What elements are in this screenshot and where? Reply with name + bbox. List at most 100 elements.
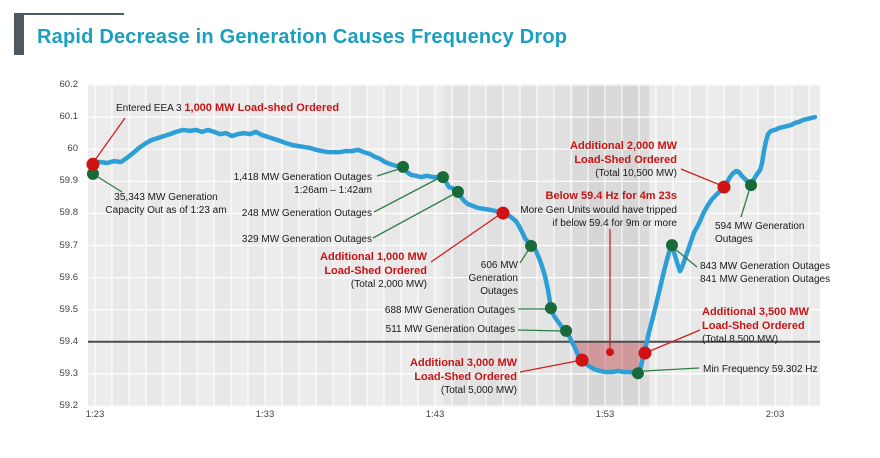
green-leader-line [517, 329, 563, 332]
load-shed-marker [638, 346, 652, 360]
annotation-line: Outages [480, 286, 518, 297]
load-shed-marker [496, 206, 510, 220]
green-leader-line [674, 248, 698, 268]
load-shed-marker [605, 348, 614, 357]
annotation-line: 1:26am – 1:42am [294, 185, 372, 196]
annotation-line: 688 MW Generation Outages [384, 305, 515, 316]
generation-outage-marker [525, 239, 538, 252]
annotation-loadshed-2000: Additional 2,000 MW Load-Shed Ordered (T… [570, 140, 677, 180]
annotation-line: Additional 2,000 MW [570, 140, 677, 152]
generation-outage-marker [665, 239, 678, 252]
x-tick-label: 1:53 [595, 409, 615, 420]
annotation-min-frequency: Min Frequency 59.302 Hz [703, 363, 818, 376]
annotation-line: 511 MW Generation Outages [385, 324, 515, 335]
y-tick-label: 59.5 [59, 303, 79, 315]
annotation-outage-606: 606 MW Generation Outages [469, 259, 518, 298]
annotation-line: Load-Shed Ordered [574, 153, 677, 166]
annotation-line: 606 MW [480, 260, 518, 271]
red-leader-line [94, 117, 126, 161]
generation-outage-marker [745, 179, 758, 192]
green-leader-line [643, 367, 700, 372]
green-leader-line [519, 248, 530, 264]
green-leader-line [97, 176, 123, 193]
green-leader-line [376, 168, 400, 177]
generation-outage-marker [436, 171, 449, 184]
page-title: Rapid Decrease in Generation Causes Freq… [37, 26, 568, 48]
annotation-line: Min Frequency 59.302 Hz [703, 364, 818, 375]
y-tick-label: 60.1 [59, 111, 79, 123]
annotation-line: Outages [715, 234, 753, 245]
y-tick-label: 59.4 [59, 335, 79, 347]
y-tick-label: 60 [67, 143, 78, 155]
annotation-eea3-loadshed: 1,000 MW Load-shed Ordered [184, 102, 340, 114]
annotation-outage-248: 248 MW Generation Outages [242, 207, 372, 220]
annotation-line: (Total 5,000 MW) [440, 385, 517, 396]
green-leader-line [740, 190, 750, 218]
generation-outage-marker [560, 324, 573, 337]
y-tick-label: 59.3 [59, 367, 79, 379]
annotation-line: 841 MW Generation Outages [700, 274, 831, 285]
load-shed-marker [575, 353, 589, 367]
green-leader-line [373, 177, 440, 213]
load-shed-marker [717, 180, 731, 194]
generation-outage-marker [631, 367, 644, 380]
annotation-loadshed-3000: Additional 3,000 MW Load-Shed Ordered (T… [410, 357, 517, 397]
annotation-line: Load-Shed Ordered [702, 319, 805, 332]
annotation-line: Below 59.4 Hz for 4m 23s [545, 190, 677, 202]
red-leader-line [430, 214, 500, 263]
generation-outage-marker [544, 302, 557, 315]
generation-outage-marker [451, 185, 464, 198]
annotation-loadshed-3500: Additional 3,500 MW Load-Shed Ordered (T… [702, 306, 809, 346]
annotation-line: Additional 3,000 MW [410, 357, 517, 369]
annotation-line: (Total 10,500 MW) [595, 168, 677, 179]
red-leader-line [649, 329, 701, 352]
annotation-line: 1,418 MW Generation Outages [233, 172, 372, 183]
below-threshold-region [574, 341, 647, 374]
annotation-line: Additional 1,000 MW [320, 251, 427, 263]
y-tick-label: 59.9 [59, 175, 79, 187]
green-leader-line [372, 193, 455, 239]
annotation-line: More Gen Units would have tripped [520, 204, 677, 216]
red-leader-line [680, 168, 721, 186]
annotation-eea3-label: Entered EEA 3 [116, 103, 185, 114]
annotation-line: Additional 3,500 MW [702, 306, 809, 318]
y-tick-label: 59.8 [59, 207, 79, 219]
annotation-outage-594: 594 MW Generation Outages [715, 220, 805, 246]
annotation-line: (Total 2,000 MW) [350, 279, 427, 290]
annotation-line: Generation [468, 273, 518, 284]
y-tick-label: 59.7 [59, 239, 79, 251]
y-tick-label: 60.2 [59, 79, 79, 90]
annotation-outage-1418: 1,418 MW Generation Outages 1:26am – 1:4… [234, 171, 372, 197]
annotation-eea3: Entered EEA 3 1,000 MW Load-shed Ordered [116, 102, 339, 116]
generation-outage-marker [397, 160, 410, 173]
annotation-line: (Total 8,500 MW) [702, 334, 779, 345]
load-shed-marker [86, 157, 100, 171]
annotation-line: 594 MW Generation [715, 221, 805, 232]
y-tick-label: 59.2 [59, 400, 79, 411]
x-tick-label: 1:23 [85, 409, 105, 420]
y-tick-label: 59.6 [59, 271, 79, 283]
annotation-line: Load-Shed Ordered [414, 370, 517, 383]
x-tick-label: 2:03 [765, 409, 785, 420]
x-tick-label: 1:43 [425, 409, 445, 420]
red-leader-line [519, 360, 578, 373]
annotation-below-594: Below 59.4 Hz for 4m 23s More Gen Units … [520, 190, 677, 230]
annotation-line: Capacity Out as of 1:23 am [105, 205, 227, 216]
annotation-outage-843-841: 843 MW Generation Outages 841 MW Generat… [700, 260, 830, 286]
annotation-outage-329: 329 MW Generation Outages [242, 233, 372, 246]
annotation-line: 35,343 MW Generation [114, 192, 218, 203]
title-accent-bar [14, 13, 24, 55]
x-tick-label: 1:33 [255, 409, 275, 420]
annotation-outage-511: 511 MW Generation Outages [386, 323, 515, 336]
annotation-line: if below 59.4 for 9m or more [552, 217, 678, 229]
annotation-line: 329 MW Generation Outages [241, 234, 372, 245]
generation-outage-marker [86, 167, 99, 180]
annotation-line: 843 MW Generation Outages [700, 261, 831, 272]
annotation-outage-688: 688 MW Generation Outages [385, 304, 515, 317]
title-top-rule [14, 13, 124, 15]
annotation-line: 248 MW Generation Outages [241, 208, 372, 219]
annotation-line: Load-Shed Ordered [324, 264, 427, 277]
